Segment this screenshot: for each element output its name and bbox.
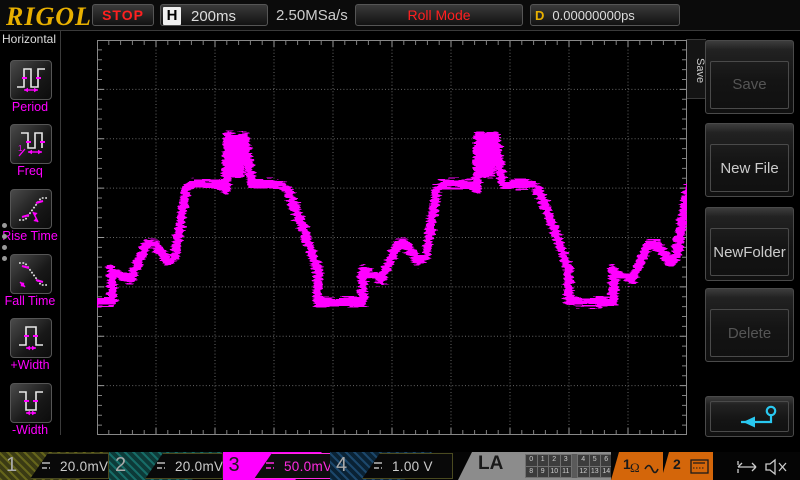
- svg-text:Ω: Ω: [630, 460, 640, 475]
